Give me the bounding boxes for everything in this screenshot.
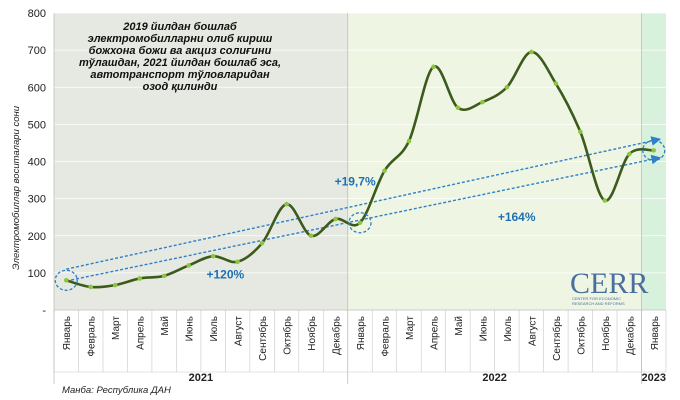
- data-point-2: [112, 282, 118, 288]
- x-tick-label: Июль: [209, 316, 220, 342]
- y-tick-label: 700: [28, 45, 46, 57]
- x-tick-label: Апрель: [136, 316, 147, 350]
- data-point-5: [186, 263, 191, 268]
- annotation-line-5: озод қилинди: [143, 81, 218, 93]
- logo-subtitle-2: RESEARCH AND REFORMS: [572, 301, 625, 306]
- data-point-10: [308, 233, 314, 239]
- x-tick-label: Июль: [503, 316, 514, 342]
- annotation-line-4: автотранспорт тўловларидан: [90, 69, 270, 81]
- y-axis-label: Электромобиллар воситалари сони: [11, 105, 22, 270]
- data-point-21: [578, 129, 583, 135]
- data-point-19: [529, 49, 534, 55]
- x-tick-label: Май: [454, 316, 465, 336]
- x-tick-label: Октябрь: [282, 316, 294, 355]
- x-tick-label: Сентябрь: [551, 316, 563, 361]
- data-point-9: [284, 201, 289, 207]
- source-note: Манба: Республика ДАН: [62, 385, 171, 396]
- annotation-line-1: электромобилларни олиб кириш: [88, 33, 273, 45]
- series: [54, 49, 666, 291]
- x-tick-label: Март: [111, 316, 122, 340]
- data-point-11: [333, 216, 338, 222]
- y-tick-label: 800: [28, 8, 46, 20]
- data-point-1: [88, 284, 94, 290]
- x-tick-label: Март: [405, 316, 416, 340]
- logo-title: CERR: [570, 267, 648, 300]
- x-tick-label: Июнь: [185, 316, 196, 341]
- data-point-6: [210, 253, 216, 259]
- x-tick-label: Июнь: [478, 316, 489, 341]
- y-tick-label: 400: [28, 157, 46, 169]
- highlight-circle: [54, 269, 78, 291]
- annotation-line-2: божхона божи ва акциз солиғини: [89, 45, 272, 57]
- y-tick-label: 300: [28, 194, 46, 206]
- x-tick-label: Декабрь: [331, 316, 343, 355]
- cerr-logo: CERR CENTER FOR ECONOMIC RESEARCH AND RE…: [570, 267, 648, 306]
- data-point-14: [406, 138, 412, 144]
- annotation-line-0: 2019 йилдан бошлаб: [122, 21, 238, 33]
- x-tick-label: Декабрь: [624, 316, 636, 355]
- labels: +120% +19,7% +164% 2019 йилдан бошлабэлектр…: [79, 21, 536, 281]
- trend-arrow-1: [66, 154, 662, 282]
- trend-arrow-0: [66, 136, 662, 270]
- x-tick-label: Май: [160, 316, 171, 336]
- data-point-16: [455, 105, 461, 110]
- x-tick-label: Сентябрь: [257, 316, 269, 361]
- growth-label-2: +164%: [498, 210, 536, 224]
- logo-subtitle-1: CENTER FOR ECONOMIC: [572, 296, 621, 301]
- x-tick-label: Август: [234, 316, 245, 347]
- data-point-24: [651, 148, 657, 153]
- data-point-18: [504, 84, 510, 90]
- data-point-13: [382, 168, 387, 174]
- year-label-2022: 2022: [482, 372, 506, 384]
- x-tick-label: Октябрь: [575, 316, 587, 355]
- x-tick-label: Август: [527, 316, 538, 347]
- x-tick-label: Апрель: [429, 316, 440, 350]
- data-point-7: [235, 259, 240, 265]
- year-label-2021: 2021: [189, 372, 213, 384]
- trend-arrows: [66, 136, 662, 282]
- annotation-line-3: тўлашдан, 2021 йилдан бошлаб эса,: [79, 57, 281, 69]
- data-point-15: [431, 64, 436, 70]
- y-tick-label: 100: [28, 268, 46, 280]
- axes: - 100 200 300 400 500 600 700 800 Январь Февраль Ма…: [28, 8, 667, 384]
- x-tick-label: Ноябрь: [306, 316, 318, 351]
- data-point-23: [626, 151, 632, 157]
- y-tick-label: 200: [28, 231, 46, 243]
- x-tick-label: Ноябрь: [600, 316, 612, 351]
- year-label-2023: 2023: [642, 372, 666, 384]
- x-tick-label: Январь: [356, 316, 367, 350]
- data-point-17: [480, 99, 485, 105]
- highlight-circle: [642, 139, 666, 162]
- x-tick-label: Январь: [650, 316, 661, 350]
- x-tick-label: Январь: [62, 316, 73, 350]
- data-point-4: [161, 273, 167, 279]
- growth-label-0: +120%: [207, 267, 245, 281]
- x-tick-label: Февраль: [87, 316, 98, 357]
- data-point-12: [357, 220, 363, 226]
- y-tick-label: -: [42, 305, 46, 317]
- highlight-circle: [348, 212, 372, 234]
- growth-label-1: +19,7%: [335, 175, 376, 189]
- y-tick-label: 600: [28, 82, 46, 94]
- y-tick-label: 500: [28, 119, 46, 131]
- data-point-22: [602, 198, 608, 203]
- data-point-20: [553, 81, 559, 86]
- data-point-3: [137, 276, 142, 281]
- data-point-8: [259, 240, 265, 246]
- x-tick-label: Февраль: [380, 316, 391, 357]
- data-point-0: [63, 278, 69, 283]
